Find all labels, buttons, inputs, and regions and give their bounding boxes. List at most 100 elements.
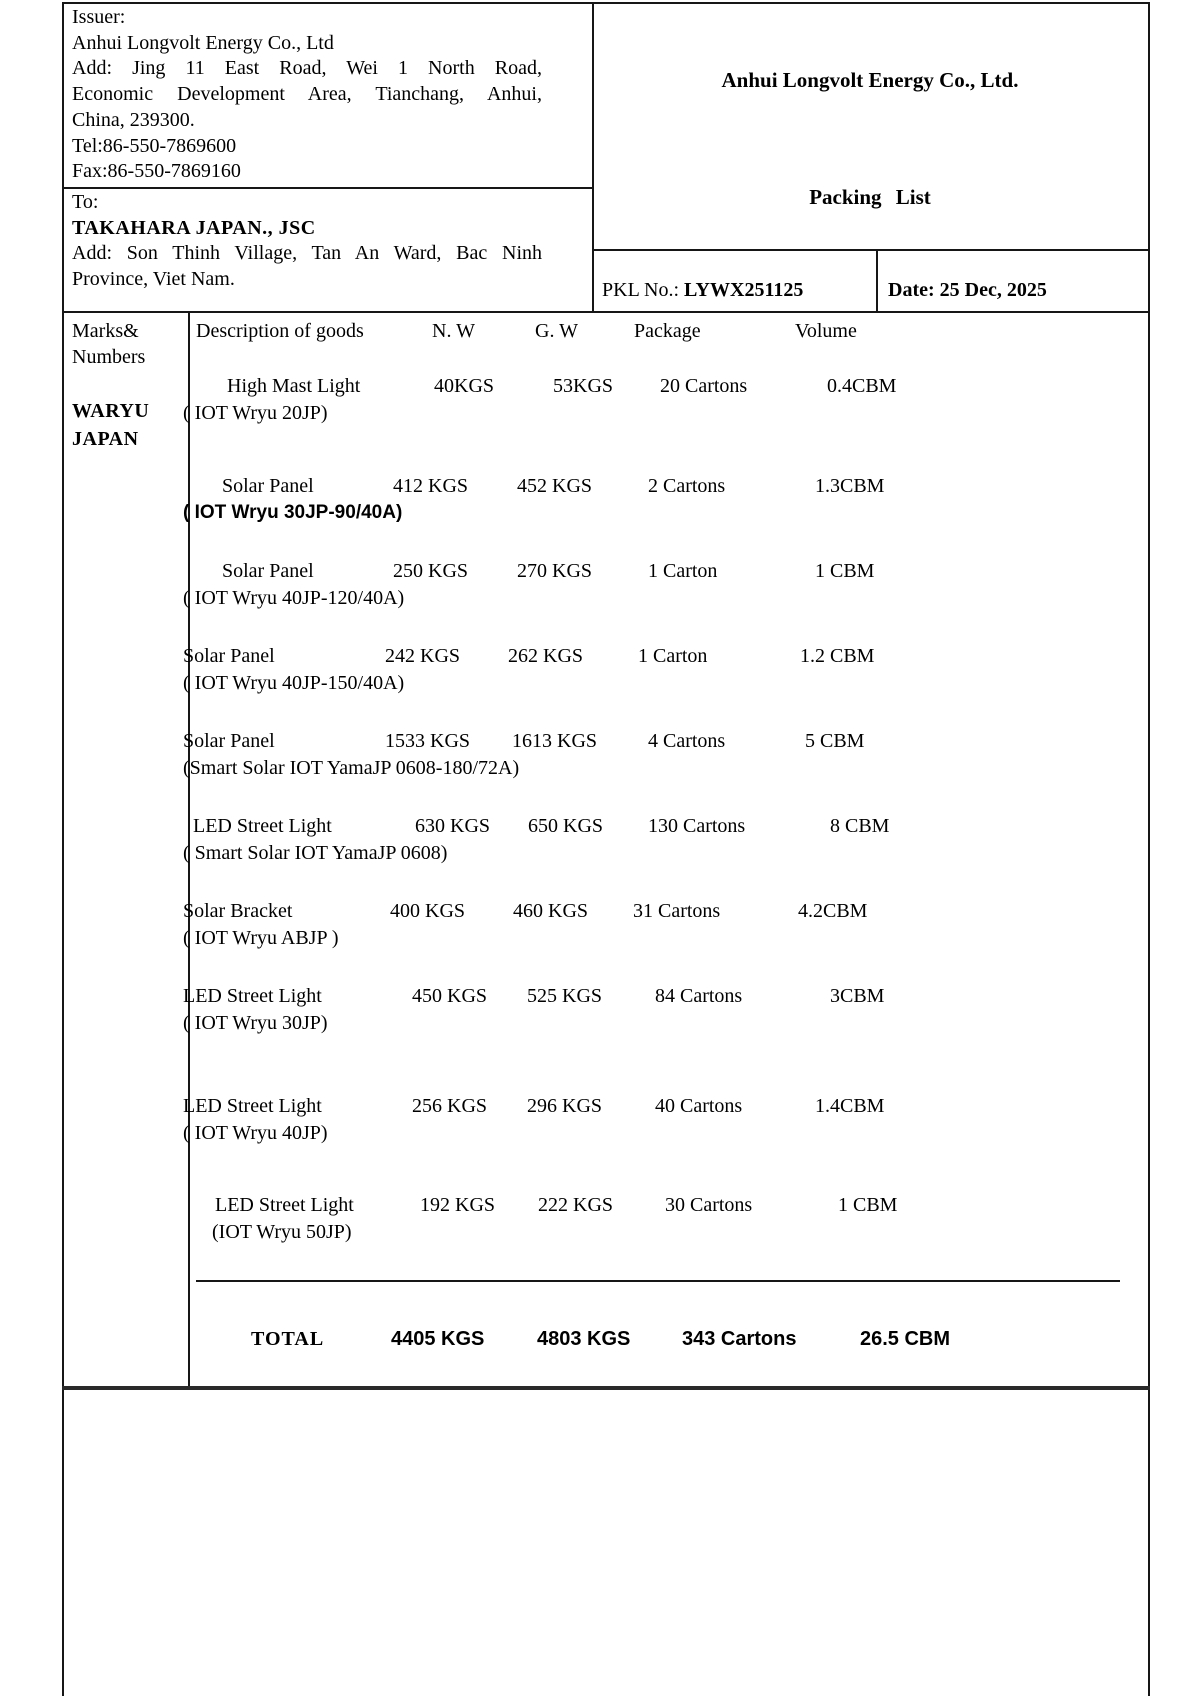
item-model: ( IOT Wryu 40JP-120/40A) [183, 587, 405, 609]
table-row: Solar Panel 1533 KGS 1613 KGS 4 Cartons 5 CB… [0, 730, 1200, 786]
item-net-weight: 1533 KGS [385, 730, 471, 752]
item-gross-weight: 1613 KGS [512, 730, 598, 752]
item-model: (Smart Solar IOT YamaJP 0608-180/72A) [183, 757, 520, 779]
outer-border-left [62, 2, 64, 1696]
info-title-vertical-divider [592, 2, 594, 313]
table-row: Solar Panel 250 KGS 270 KGS 1 Carton 1 CBM ( … [0, 560, 1200, 616]
total-gross-weight: 4803 KGS [537, 1328, 631, 1350]
item-volume: 4.2CBM [798, 900, 868, 922]
item-volume: 1.3CBM [815, 475, 885, 497]
table-row: Solar Panel 242 KGS 262 KGS 1 Carton 1.2 CBM… [0, 645, 1200, 701]
consignee-address-line: Province, Viet Nam. [72, 268, 235, 291]
item-package: 1 Carton [648, 560, 718, 582]
date-value: 25 Dec, 2025 [939, 279, 1047, 301]
marks-value: JAPAN [72, 428, 139, 450]
issuer-address-line: Economic Development Area, Tianchang, An… [72, 83, 542, 106]
document-title: Packing List [809, 185, 931, 209]
item-volume: 0.4CBM [827, 375, 897, 397]
column-header-gross-weight: G. W [535, 320, 578, 342]
marks-value: WARYU [72, 400, 150, 422]
column-header-net-weight: N. W [432, 320, 475, 342]
issuer-tel: Tel:86-550-7869600 [72, 134, 237, 157]
item-model: ( IOT Wryu ABJP ) [183, 927, 339, 949]
outer-border-right [1148, 2, 1150, 1696]
item-description: LED Street Light [215, 1194, 354, 1216]
table-row: LED Street Light 630 KGS 650 KGS 130 Carton… [0, 815, 1200, 871]
consignee-company: TAKAHARA JAPAN., JSC [72, 216, 316, 239]
issuer-address-line: China, 239300. [72, 108, 195, 131]
total-package: 343 Cartons [682, 1328, 797, 1350]
table-row: Solar Bracket 400 KGS 460 KGS 31 Cartons 4.2… [0, 900, 1200, 956]
item-package: 84 Cartons [655, 985, 743, 1007]
marks-header: Numbers [72, 346, 146, 368]
total-separator-line [196, 1280, 1120, 1282]
total-label: TOTAL [251, 1328, 325, 1350]
item-volume: 3CBM [830, 985, 885, 1007]
column-header-description: Description of goods [196, 320, 364, 342]
item-description: Solar Bracket [183, 900, 293, 922]
item-model: ( IOT Wryu 20JP) [183, 402, 328, 424]
company-title: Anhui Longvolt Energy Co., Ltd. [721, 68, 1019, 92]
item-volume: 1 CBM [838, 1194, 898, 1216]
item-package: 4 Cartons [648, 730, 726, 752]
table-row: LED Street Light 450 KGS 525 KGS 84 Cartons… [0, 985, 1200, 1041]
pkl-label: PKL No.: [602, 279, 680, 301]
item-package: 31 Cartons [633, 900, 721, 922]
table-row: LED Street Light 192 KGS 222 KGS 30 Cartons… [0, 1194, 1200, 1250]
document-header: Anhui Longvolt Energy Co., Ltd. Packing … [592, 2, 1148, 250]
item-volume: 1 CBM [815, 560, 875, 582]
item-net-weight: 250 KGS [393, 560, 469, 582]
item-model: (IOT Wryu 50JP) [212, 1221, 352, 1243]
item-package: 30 Cartons [665, 1194, 753, 1216]
item-net-weight: 630 KGS [415, 815, 491, 837]
item-volume: 5 CBM [805, 730, 865, 752]
item-gross-weight: 296 KGS [527, 1095, 603, 1117]
table-bottom-border [62, 1386, 1150, 1390]
issuer-label: Issuer: [72, 6, 126, 28]
item-net-weight: 400 KGS [390, 900, 466, 922]
item-model: ( Smart Solar IOT YamaJP 0608) [183, 842, 448, 864]
item-model: ( IOT Wryu 40JP) [183, 1122, 328, 1144]
item-net-weight: 256 KGS [412, 1095, 488, 1117]
item-net-weight: 412 KGS [393, 475, 469, 497]
item-net-weight: 40KGS [434, 375, 495, 397]
column-header-package: Package [634, 320, 701, 342]
item-gross-weight: 525 KGS [527, 985, 603, 1007]
item-volume: 8 CBM [830, 815, 890, 837]
pkl-value: LYWX251125 [684, 279, 804, 301]
item-gross-weight: 452 KGS [517, 475, 593, 497]
item-description: Solar Panel [222, 560, 314, 582]
item-net-weight: 450 KGS [412, 985, 488, 1007]
item-net-weight: 242 KGS [385, 645, 461, 667]
item-gross-weight: 650 KGS [528, 815, 604, 837]
title-pkl-divider [592, 249, 1150, 251]
item-description: Solar Panel [222, 475, 314, 497]
issuer-company: Anhui Longvolt Energy Co., Ltd [72, 31, 334, 54]
item-volume: 1.4CBM [815, 1095, 885, 1117]
item-description: Solar Panel [183, 645, 275, 667]
consignee-address-line: Add: Son Thinh Village, Tan An Ward, Bac… [72, 242, 542, 265]
pkl-date-vertical-divider [876, 249, 878, 313]
item-package: 130 Cartons [648, 815, 746, 837]
pkl-number: PKL No.: LYWX251125 [602, 277, 803, 303]
total-net-weight: 4405 KGS [391, 1328, 485, 1350]
item-package: 2 Cartons [648, 475, 726, 497]
item-model: ( IOT Wryu 30JP-90/40A) [183, 502, 403, 523]
item-gross-weight: 270 KGS [517, 560, 593, 582]
item-volume: 1.2 CBM [800, 645, 875, 667]
total-volume: 26.5 CBM [860, 1328, 951, 1350]
item-description: High Mast Light [227, 375, 361, 397]
item-description: Solar Panel [183, 730, 275, 752]
item-package: 20 Cartons [660, 375, 748, 397]
item-model: ( IOT Wryu 40JP-150/40A) [183, 672, 405, 694]
item-gross-weight: 222 KGS [538, 1194, 614, 1216]
item-gross-weight: 262 KGS [508, 645, 584, 667]
item-package: 1 Carton [638, 645, 708, 667]
issuer-address-line: Add: Jing 11 East Road, Wei 1 North Road… [72, 57, 542, 80]
marks-column-divider [188, 311, 190, 1389]
item-net-weight: 192 KGS [420, 1194, 496, 1216]
issuer-block: Issuer: Anhui Longvolt Energy Co., Ltd A… [72, 5, 542, 185]
item-description: LED Street Light [183, 985, 322, 1007]
consignee-label: To: [72, 191, 99, 213]
